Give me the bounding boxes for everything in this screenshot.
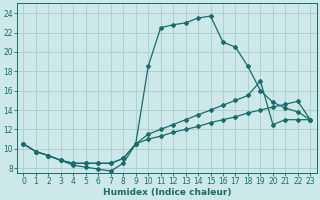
- X-axis label: Humidex (Indice chaleur): Humidex (Indice chaleur): [103, 188, 231, 197]
